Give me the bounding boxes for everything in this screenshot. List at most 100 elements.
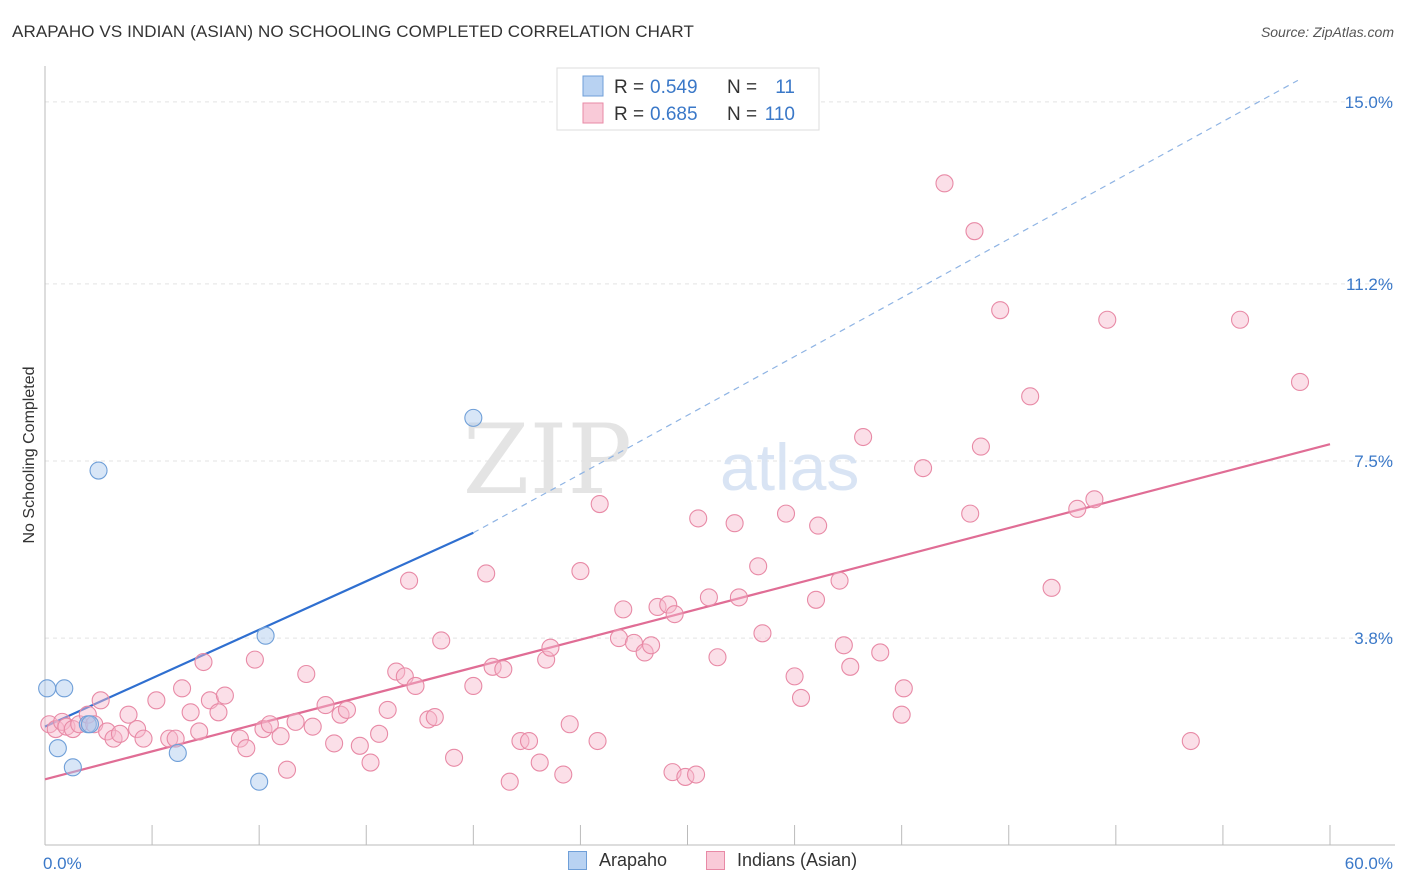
point-indians-81[interactable] — [729, 588, 748, 607]
point-indians-91[interactable] — [841, 657, 860, 676]
point-arapaho-3[interactable] — [63, 758, 82, 777]
point-indians-98[interactable] — [961, 504, 980, 523]
point-indians-76[interactable] — [687, 765, 706, 784]
point-indians-63[interactable] — [571, 562, 590, 581]
point-indians-65[interactable] — [590, 495, 609, 514]
point-indians-12[interactable] — [119, 705, 138, 724]
point-indians-21[interactable] — [194, 652, 213, 672]
point-indians-99[interactable] — [971, 437, 990, 456]
point-indians-53[interactable] — [483, 657, 502, 676]
point-arapaho-6[interactable] — [89, 461, 108, 480]
point-indians-41[interactable] — [370, 724, 389, 743]
point-indians-40[interactable] — [361, 753, 380, 772]
point-arapaho-9[interactable] — [256, 626, 275, 645]
point-indians-29[interactable] — [260, 715, 279, 734]
point-indians-82[interactable] — [749, 557, 768, 576]
point-indians-78[interactable] — [699, 588, 718, 607]
point-indians-59[interactable] — [537, 650, 556, 669]
point-indians-15[interactable] — [147, 691, 166, 710]
point-indians-8[interactable] — [91, 691, 110, 710]
point-indians-33[interactable] — [297, 664, 316, 684]
point-indians-39[interactable] — [350, 736, 369, 755]
point-indians-36[interactable] — [325, 734, 344, 753]
point-indians-30[interactable] — [271, 727, 290, 746]
point-indians-51[interactable] — [464, 676, 483, 696]
point-indians-32[interactable] — [286, 712, 305, 731]
point-indians-106[interactable] — [1098, 310, 1117, 329]
point-indians-19[interactable] — [181, 703, 200, 722]
point-indians-72[interactable] — [659, 595, 678, 614]
point-indians-73[interactable] — [665, 605, 684, 624]
point-indians-26[interactable] — [237, 739, 256, 758]
point-indians-109[interactable] — [1290, 372, 1310, 392]
point-indians-85[interactable] — [785, 667, 804, 686]
point-indians-79[interactable] — [708, 648, 727, 667]
point-indians-77[interactable] — [689, 509, 708, 528]
point-arapaho-7[interactable] — [168, 743, 187, 763]
point-indians-70[interactable] — [642, 636, 661, 655]
point-indians-88[interactable] — [809, 516, 828, 535]
point-indians-107[interactable] — [1181, 731, 1200, 751]
point-indians-14[interactable] — [134, 729, 153, 748]
bottom-legend-indians[interactable]: Indians (Asian) — [706, 850, 857, 871]
point-indians-89[interactable] — [830, 571, 849, 590]
point-indians-64[interactable] — [588, 731, 607, 751]
point-indians-49[interactable] — [432, 631, 451, 650]
point-indians-108[interactable] — [1231, 310, 1250, 329]
point-indians-58[interactable] — [530, 753, 549, 772]
point-indians-27[interactable] — [245, 650, 264, 669]
point-arapaho-2[interactable] — [55, 679, 74, 698]
point-arapaho-10[interactable] — [464, 408, 483, 427]
point-indians-52[interactable] — [477, 564, 496, 583]
point-indians-35[interactable] — [316, 696, 335, 715]
point-indians-48[interactable] — [425, 708, 444, 727]
point-indians-11[interactable] — [110, 724, 130, 743]
point-indians-17[interactable] — [166, 729, 185, 748]
point-indians-93[interactable] — [871, 643, 890, 662]
point-indians-105[interactable] — [1085, 490, 1104, 509]
point-indians-60[interactable] — [541, 638, 560, 657]
point-indians-55[interactable] — [500, 772, 519, 791]
point-indians-13[interactable] — [128, 719, 147, 739]
point-indians-86[interactable] — [791, 688, 811, 707]
point-indians-87[interactable] — [806, 590, 826, 609]
point-indians-97[interactable] — [935, 174, 954, 193]
point-arapaho-5[interactable] — [80, 715, 100, 734]
point-arapaho-0[interactable] — [38, 679, 57, 698]
point-indians-100[interactable] — [965, 222, 984, 241]
point-indians-46[interactable] — [406, 676, 425, 696]
point-arapaho-1[interactable] — [48, 739, 67, 758]
point-indians-84[interactable] — [776, 504, 796, 523]
point-indians-31[interactable] — [277, 760, 297, 779]
point-indians-16[interactable] — [160, 729, 179, 748]
point-arapaho-8[interactable] — [250, 772, 269, 791]
point-indians-95[interactable] — [894, 679, 913, 698]
point-indians-34[interactable] — [303, 717, 322, 736]
point-indians-50[interactable] — [445, 748, 464, 767]
point-indians-102[interactable] — [1021, 387, 1040, 406]
point-indians-75[interactable] — [676, 767, 695, 786]
point-indians-92[interactable] — [854, 427, 873, 447]
point-indians-43[interactable] — [387, 662, 406, 681]
point-indians-23[interactable] — [209, 703, 228, 722]
point-indians-25[interactable] — [230, 729, 249, 748]
point-indians-83[interactable] — [753, 624, 772, 643]
bottom-legend-arapaho[interactable]: Arapaho — [568, 850, 667, 871]
point-indians-24[interactable] — [215, 686, 234, 705]
point-indians-101[interactable] — [991, 301, 1010, 320]
point-indians-94[interactable] — [892, 705, 911, 724]
point-indians-42[interactable] — [378, 700, 397, 719]
point-indians-104[interactable] — [1068, 499, 1087, 518]
point-indians-69[interactable] — [635, 643, 654, 662]
point-indians-57[interactable] — [519, 731, 539, 751]
point-indians-103[interactable] — [1042, 578, 1061, 597]
point-indians-80[interactable] — [725, 514, 744, 533]
point-indians-90[interactable] — [834, 636, 853, 655]
point-indians-54[interactable] — [494, 660, 513, 679]
point-indians-61[interactable] — [554, 765, 573, 784]
point-indians-67[interactable] — [614, 600, 633, 619]
point-indians-45[interactable] — [400, 571, 419, 590]
point-indians-20[interactable] — [190, 722, 209, 741]
point-indians-96[interactable] — [914, 459, 933, 478]
point-indians-38[interactable] — [337, 700, 357, 719]
